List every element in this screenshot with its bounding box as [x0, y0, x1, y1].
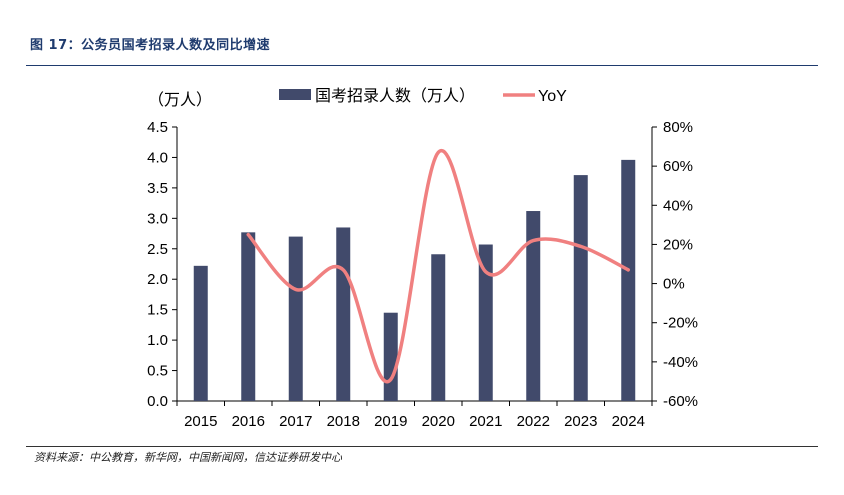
x-tick-label: 2023: [564, 413, 597, 430]
x-tick-label: 2018: [327, 413, 360, 430]
x-tick-label: 2017: [279, 413, 312, 430]
left-tick-label: 1.5: [147, 302, 168, 319]
x-tick-label: 2016: [232, 413, 265, 430]
bar-2016: [241, 232, 256, 401]
right-tick-label: 80%: [663, 119, 693, 136]
source-note: 资料来源：中公教育，新华网，中国新闻网，信达证券研发中心: [34, 451, 342, 464]
bar-2020: [431, 254, 446, 401]
bar-2024: [621, 159, 636, 401]
left-tick-label: 0.0: [147, 393, 168, 410]
legend-bar-swatch: [279, 89, 311, 100]
right-tick-label: -20%: [663, 315, 698, 332]
bar-2019: [383, 312, 398, 401]
x-tick-label: 2019: [374, 413, 407, 430]
left-tick-label: 0.5: [147, 363, 168, 380]
left-tick-label: 3.0: [147, 210, 168, 227]
yoy-line: [246, 148, 630, 384]
x-tick-label: 2021: [469, 413, 502, 430]
right-tick-label: 0%: [663, 276, 685, 293]
x-tick-label: 2024: [612, 413, 645, 430]
legend-line-label: YoY: [538, 88, 567, 105]
bar-2018: [336, 227, 351, 401]
x-tick-label: 2020: [422, 413, 455, 430]
left-tick-label: 3.5: [147, 180, 168, 197]
right-tick-label: 60%: [663, 158, 693, 175]
left-tick-label: 4.5: [147, 119, 168, 136]
bar-2023: [573, 175, 588, 401]
bar-2017: [288, 236, 303, 401]
bar-2022: [526, 211, 541, 401]
chart-axes: [172, 126, 657, 406]
right-tick-label: -60%: [663, 393, 698, 410]
line-series: [246, 148, 630, 384]
left-axis-unit-label: （万人）: [148, 91, 212, 109]
left-tick-label: 1.0: [147, 332, 168, 349]
chart-legend: 国考招录人数（万人） YoY: [279, 87, 567, 105]
axis-labels: 0.0 0.5 1.0 1.5 2.0 2.5 3.0 3.5 4.0 4.5 -60% -40% -2…: [147, 91, 698, 430]
bar-series: [193, 159, 636, 401]
left-tick-label: 4.0: [147, 149, 168, 166]
x-tick-label: 2022: [517, 413, 550, 430]
left-tick-label: 2.5: [147, 241, 168, 258]
right-tick-label: 20%: [663, 236, 693, 253]
left-tick-label: 2.0: [147, 271, 168, 288]
combo-chart: 0.0 0.5 1.0 1.5 2.0 2.5 3.0 3.5 4.0 4.5 -60% -40% -2…: [147, 87, 698, 430]
figure-title: 图 17：公务员国考招录人数及同比增速: [30, 38, 271, 53]
bar-2015: [193, 265, 208, 401]
right-tick-label: -40%: [663, 354, 698, 371]
legend-bar-label: 国考招录人数（万人）: [315, 87, 475, 105]
right-tick-label: 40%: [663, 197, 693, 214]
bar-2021: [478, 244, 493, 401]
title-rule: [26, 65, 818, 66]
source-rule: [26, 446, 818, 447]
x-tick-label: 2015: [184, 413, 217, 430]
